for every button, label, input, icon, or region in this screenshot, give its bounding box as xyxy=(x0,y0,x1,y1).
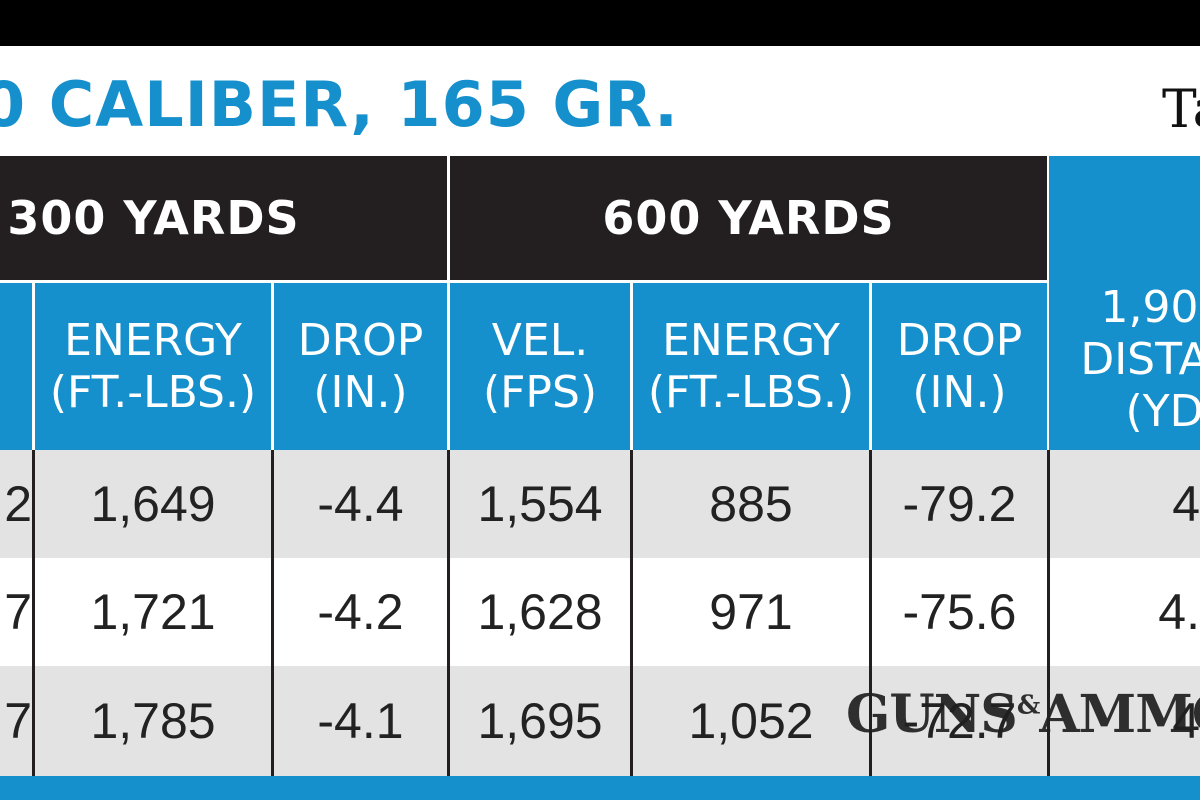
cell-energy300: 1,721 xyxy=(90,584,216,640)
cell-energy600: 971 xyxy=(709,584,793,640)
cell-distance: 4 xyxy=(1172,476,1200,532)
energy300-line-1: ENERGY xyxy=(64,314,242,366)
col-header-vel300-partial xyxy=(0,283,32,450)
column-divider xyxy=(869,450,872,776)
cell-drop600: -79.2 xyxy=(902,476,1017,532)
cell-energy300: 1,785 xyxy=(90,693,216,749)
vel600-line-1: VEL. xyxy=(491,314,589,366)
table-row xyxy=(0,450,1200,558)
cell-energy600: 885 xyxy=(709,476,793,532)
col-header-energy600: ENERGY (FT.-LBS.) xyxy=(633,283,869,450)
drop300-line-2: (IN.) xyxy=(313,366,408,418)
col-header-drop300: DROP (IN.) xyxy=(274,283,447,450)
energy600-line-1: ENERGY xyxy=(662,314,840,366)
cell-vel600: 1,695 xyxy=(477,693,603,749)
cell-vel300: 7 xyxy=(4,584,32,640)
drop600-line-1: DROP xyxy=(896,314,1023,366)
top-black-bar xyxy=(0,0,1200,46)
table-row xyxy=(0,666,1200,776)
bottom-blue-bar xyxy=(0,776,1200,800)
col-header-vel600: VEL. (FPS) xyxy=(450,283,630,450)
table-row xyxy=(0,558,1200,666)
title-row: 0 CALIBER, 165 GR. Ta xyxy=(0,46,1200,156)
watermark-right: AMMO xyxy=(1039,684,1200,745)
title-right-fragment: Ta xyxy=(1162,80,1200,140)
group-header-600-yards: 600 YARDS xyxy=(450,156,1047,280)
distance-line-3: (YD xyxy=(1125,386,1200,437)
drop300-line-1: DROP xyxy=(297,314,424,366)
column-divider xyxy=(447,450,450,776)
cell-energy600: 1,052 xyxy=(688,693,814,749)
vel600-line-2: (FPS) xyxy=(482,366,598,418)
column-divider xyxy=(32,450,35,776)
column-divider xyxy=(630,450,633,776)
drop600-line-2: (IN.) xyxy=(912,366,1007,418)
column-divider xyxy=(271,450,274,776)
cell-drop600: -75.6 xyxy=(902,584,1017,640)
cell-vel600: 1,554 xyxy=(477,476,603,532)
energy300-line-2: (FT.-LBS.) xyxy=(49,366,257,418)
group-header-300-yards: 300 YARDS xyxy=(0,156,447,280)
col-header-distance: 1,90 DISTA (YD xyxy=(1049,156,1200,450)
group-label-300: 300 YARDS xyxy=(7,191,300,245)
distance-line-1: 1,90 xyxy=(1100,282,1199,333)
watermark-amp: & xyxy=(1016,690,1041,721)
cell-vel300: 7 xyxy=(4,693,32,749)
cell-drop300: -4.4 xyxy=(317,476,404,532)
cell-distance: 4. xyxy=(1158,584,1200,640)
ballistics-table: 300 YARDS 600 YARDS 1,90 DISTA (YD ENERG… xyxy=(0,156,1200,800)
cell-drop600: -72.7 xyxy=(902,693,1017,749)
distance-line-2: DISTA xyxy=(1080,334,1200,385)
column-divider xyxy=(1047,450,1050,776)
col-header-energy300: ENERGY (FT.-LBS.) xyxy=(35,283,271,450)
watermark-left: GUNS xyxy=(846,684,1018,745)
cell-energy300: 1,649 xyxy=(90,476,216,532)
cell-distance: 4 xyxy=(1172,693,1200,749)
col-header-drop600: DROP (IN.) xyxy=(872,283,1047,450)
cell-drop300: -4.2 xyxy=(317,584,404,640)
energy600-line-2: (FT.-LBS.) xyxy=(647,366,855,418)
group-label-600: 600 YARDS xyxy=(602,191,895,245)
cell-vel300: 2 xyxy=(4,476,32,532)
cell-drop300: -4.1 xyxy=(317,693,404,749)
guns-and-ammo-watermark: GUNS&AMMO xyxy=(846,684,1200,745)
table-title: 0 CALIBER, 165 GR. xyxy=(0,68,679,141)
cell-vel600: 1,628 xyxy=(477,584,603,640)
